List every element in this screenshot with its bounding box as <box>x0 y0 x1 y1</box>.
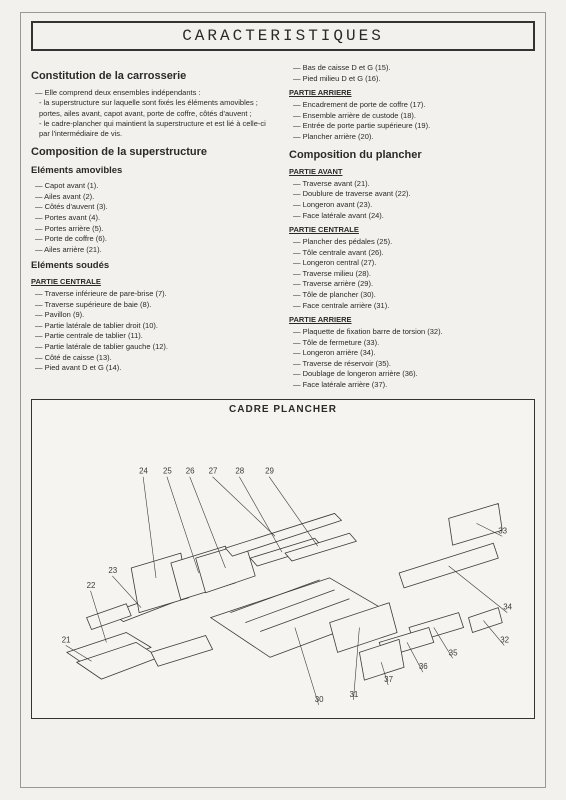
svg-text:24: 24 <box>139 466 148 475</box>
content-columns: Constitution de la carrosserie Elle comp… <box>31 63 535 391</box>
avant-list: Traverse avant (21). Doublure de travers… <box>289 179 535 221</box>
svg-text:25: 25 <box>163 466 172 475</box>
arriere2-list: Plaquette de fixation barre de torsion (… <box>289 327 535 390</box>
list-item: Plaquette de fixation barre de torsion (… <box>293 327 535 337</box>
list-item: Tôle de plancher (30). <box>293 290 535 300</box>
svg-text:28: 28 <box>235 466 244 475</box>
heading-arriere: PARTIE ARRIERE <box>289 88 535 98</box>
svg-text:31: 31 <box>349 690 358 699</box>
list-item: Bas de caisse D et G (15). <box>293 63 535 73</box>
list-item: Ensemble arrière de custode (18). <box>293 111 535 121</box>
svg-text:35: 35 <box>449 648 458 657</box>
list-item: Encadrement de porte de coffre (17). <box>293 100 535 110</box>
list-item: Traverse arrière (29). <box>293 279 535 289</box>
svg-text:32: 32 <box>500 635 509 644</box>
top-right-list: Bas de caisse D et G (15). Pied milieu D… <box>289 63 535 84</box>
list-item: Doublage de longeron arrière (36). <box>293 369 535 379</box>
list-item: Longeron avant (23). <box>293 200 535 210</box>
svg-text:21: 21 <box>62 635 71 644</box>
diagram-title: CADRE PLANCHER <box>32 404 534 415</box>
list-item: Ailes arrière (21). <box>35 245 277 255</box>
list-item: Face latérale avant (24). <box>293 211 535 221</box>
svg-text:26: 26 <box>186 466 195 475</box>
list-item: Traverse milieu (28). <box>293 269 535 279</box>
heading-composition-super: Composition de la superstructure <box>31 145 277 160</box>
svg-text:29: 29 <box>265 466 274 475</box>
list-item: Face centrale arrière (31). <box>293 301 535 311</box>
diagram-box: CADRE PLANCHER 21 22 23 24 25 26 27 28 29 30 31 32 3… <box>31 399 535 719</box>
heading-arriere2: PARTIE ARRIERE <box>289 315 535 325</box>
svg-text:33: 33 <box>498 526 507 535</box>
list-item: Côté de caisse (13). <box>35 353 277 363</box>
constitution-list: Elle comprend deux ensembles indépendant… <box>31 88 277 98</box>
centrale-list: Plancher des pédales (25). Tôle centrale… <box>289 237 535 311</box>
list-item: le cadre-plancher qui maintient la super… <box>39 119 277 139</box>
list-item: Traverse inférieure de pare-brise (7). <box>35 289 277 299</box>
list-item: Capot avant (1). <box>35 181 277 191</box>
list-item: Plancher des pédales (25). <box>293 237 535 247</box>
heading-soudes-centrale: PARTIE CENTRALE <box>31 277 277 287</box>
list-item: Traverse supérieure de baie (8). <box>35 300 277 310</box>
arriere-list: Encadrement de porte de coffre (17). Ens… <box>289 100 535 142</box>
list-item: Côtés d'auvent (3). <box>35 202 277 212</box>
list-item: Porte de coffre (6). <box>35 234 277 244</box>
list-item: Partie centrale de tablier (11). <box>35 331 277 341</box>
heading-avant: PARTIE AVANT <box>289 167 535 177</box>
list-item: Pavillon (9). <box>35 310 277 320</box>
list-item: Tôle de fermeture (33). <box>293 338 535 348</box>
svg-text:22: 22 <box>87 581 96 590</box>
list-item: Portes arrière (5). <box>35 224 277 234</box>
list-item: Elle comprend deux ensembles indépendant… <box>35 88 277 98</box>
list-item: Partie latérale de tablier droit (10). <box>35 321 277 331</box>
list-item: Tôle centrale avant (26). <box>293 248 535 258</box>
list-item: Partie latérale de tablier gauche (12). <box>35 342 277 352</box>
page-title: CARACTERISTIQUES <box>33 27 533 45</box>
heading-soudes: Eléments soudés <box>31 260 277 273</box>
list-item: Entrée de porte partie supérieure (19). <box>293 121 535 131</box>
title-box: CARACTERISTIQUES <box>31 21 535 51</box>
svg-text:23: 23 <box>108 566 117 575</box>
list-item: Plancher arrière (20). <box>293 132 535 142</box>
constitution-sublist: la superstructure sur laquelle sont fixé… <box>31 98 277 139</box>
svg-text:37: 37 <box>384 675 393 684</box>
list-item: Face latérale arrière (37). <box>293 380 535 390</box>
page-frame: { "page_title": "CARACTERISTIQUES", "lef… <box>20 12 546 788</box>
list-item: Doublure de traverse avant (22). <box>293 189 535 199</box>
list-item: la superstructure sur laquelle sont fixé… <box>39 98 277 118</box>
list-item: Traverse avant (21). <box>293 179 535 189</box>
list-item: Portes avant (4). <box>35 213 277 223</box>
svg-text:36: 36 <box>419 662 428 671</box>
diagram-svg: 21 22 23 24 25 26 27 28 29 30 31 32 33 34 35 36 37 <box>32 418 534 718</box>
heading-composition-plancher: Composition du plancher <box>289 148 535 163</box>
svg-text:27: 27 <box>209 466 218 475</box>
amovibles-list: Capot avant (1). Ailes avant (2). Côtés … <box>31 181 277 255</box>
list-item: Pied avant D et G (14). <box>35 363 277 373</box>
list-item: Traverse de réservoir (35). <box>293 359 535 369</box>
heading-constitution: Constitution de la carrosserie <box>31 69 277 84</box>
list-item: Ailes avant (2). <box>35 192 277 202</box>
left-column: Constitution de la carrosserie Elle comp… <box>31 63 277 391</box>
svg-text:34: 34 <box>503 602 512 611</box>
right-column: Bas de caisse D et G (15). Pied milieu D… <box>289 63 535 391</box>
list-item: Pied milieu D et G (16). <box>293 74 535 84</box>
heading-centrale: PARTIE CENTRALE <box>289 225 535 235</box>
list-item: Longeron central (27). <box>293 258 535 268</box>
list-item: Longeron arrière (34). <box>293 348 535 358</box>
svg-text:30: 30 <box>315 695 324 704</box>
heading-amovibles: Eléments amovibles <box>31 165 277 178</box>
soudes-list: Traverse inférieure de pare-brise (7). T… <box>31 289 277 374</box>
